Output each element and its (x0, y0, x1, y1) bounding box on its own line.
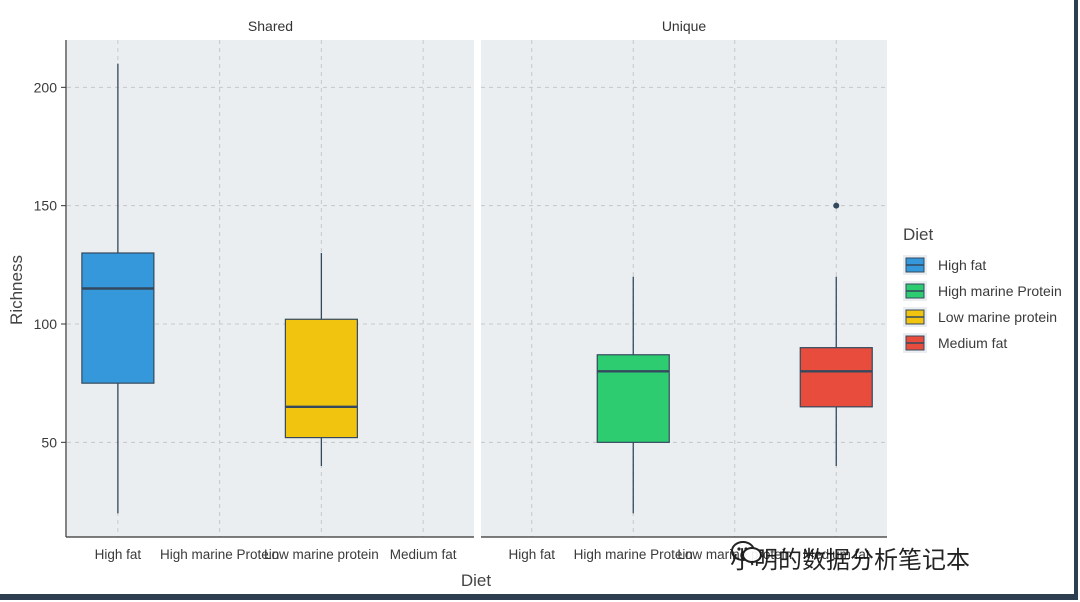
panel-background (481, 40, 887, 537)
outlier-point (833, 202, 840, 209)
box-iqr (596, 354, 670, 443)
x-axis-title: Diet (461, 571, 492, 590)
y-tick-label: 100 (34, 316, 58, 332)
x-tick-label: High fat (95, 547, 142, 562)
x-tick-label: High fat (508, 547, 555, 562)
x-tick-label: High marine Protein (574, 547, 693, 562)
box-iqr (81, 252, 155, 384)
watermark-text: 小明的数据分析笔记本 (730, 546, 970, 574)
box-iqr (284, 318, 358, 439)
box-iqr (799, 347, 873, 408)
legend-label: High marine Protein (938, 283, 1062, 299)
y-axis-title: Richness (7, 255, 26, 325)
legend-title: Diet (903, 225, 934, 244)
y-tick-label: 200 (34, 79, 58, 95)
x-tick-label: High marine Protein (160, 547, 279, 562)
legend-label: Low marine protein (938, 309, 1057, 325)
y-tick-label: 150 (34, 198, 58, 214)
legend-label: Medium fat (938, 335, 1007, 351)
x-tick-label: Low marine protein (677, 547, 792, 562)
x-tick-label: Low marine protein (264, 547, 379, 562)
facet-title: Shared (248, 18, 293, 34)
facet-title: Unique (662, 18, 707, 34)
x-tick-label: Medium fat (803, 547, 870, 562)
y-tick-label: 50 (41, 434, 57, 450)
x-tick-label: Medium fat (390, 547, 457, 562)
wechat-icon (731, 541, 762, 563)
legend-label: High fat (938, 257, 986, 273)
watermark: 小明的数据分析笔记本 (730, 540, 970, 575)
